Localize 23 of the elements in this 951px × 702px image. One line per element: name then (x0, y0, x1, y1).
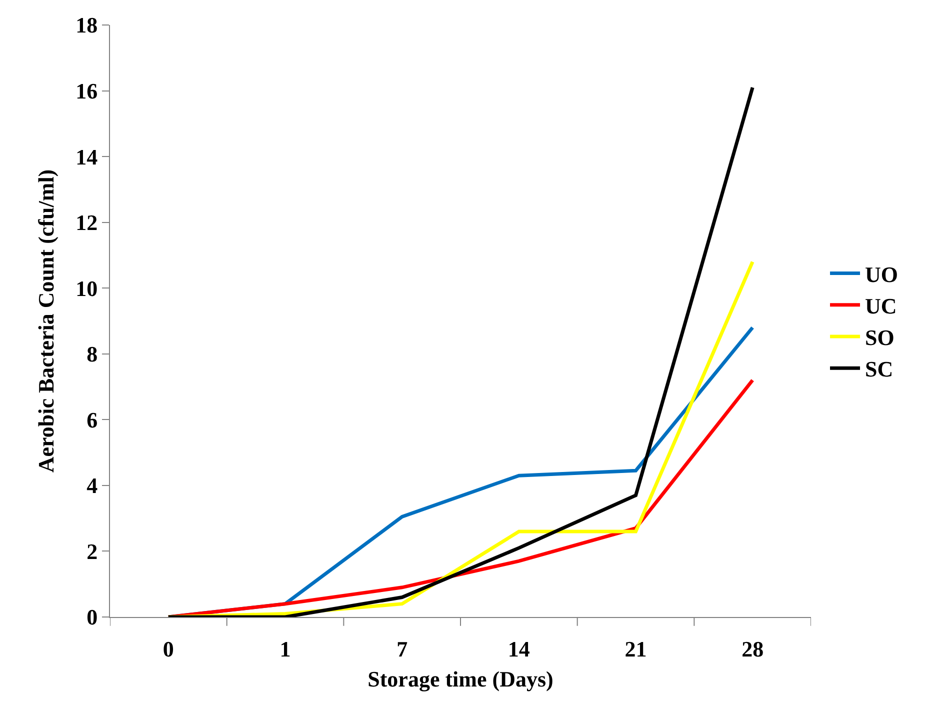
x-tick-label: 0 (162, 636, 174, 662)
y-tick-label: 2 (86, 538, 98, 564)
legend-label: UO (865, 262, 898, 287)
legend-label: UC (865, 293, 897, 318)
y-tick-label: 14 (76, 144, 98, 170)
y-tick-label: 12 (76, 210, 98, 236)
x-tick-label: 1 (280, 636, 291, 662)
line-series (166, 86, 754, 617)
y-tick-label: 8 (86, 342, 98, 367)
x-tick-label: 14 (508, 636, 530, 662)
legend-label: SC (865, 356, 894, 382)
x-tick-label: 7 (396, 636, 408, 662)
x-tick-label: 21 (624, 636, 647, 662)
y-tick-label: 0 (86, 604, 98, 630)
x-axis-title: Storage time (Days) (368, 666, 554, 692)
y-tick-label: 16 (76, 78, 98, 104)
y-axis-title: Aerobic Bacteria Count (cfu/ml) (33, 169, 58, 473)
y-tick-label: 18 (76, 12, 98, 38)
y-tick-label: 10 (76, 276, 98, 301)
legend-label: SO (865, 325, 894, 350)
y-tick-label: 6 (86, 407, 98, 432)
y-tick-label: 4 (86, 473, 98, 498)
x-tick-label: 28 (742, 636, 764, 662)
